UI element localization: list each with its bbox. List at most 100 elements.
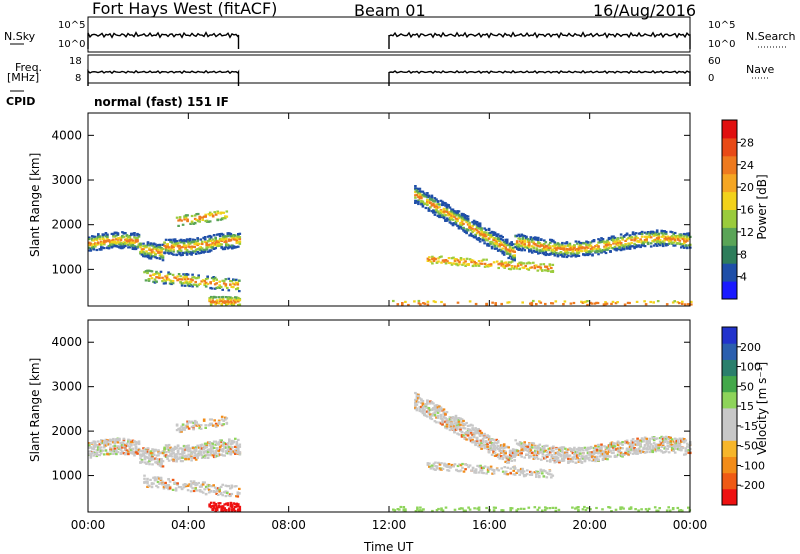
power-echo [540, 238, 543, 241]
velocity-echo [237, 503, 240, 506]
power-echo [506, 263, 509, 266]
velocity-echo [170, 458, 174, 461]
velocity-echo [440, 468, 443, 471]
velocity-echo [237, 438, 240, 441]
velocity-echo [435, 409, 438, 413]
power-echo [215, 243, 219, 247]
power-echo [420, 194, 423, 197]
power-echo [226, 299, 230, 302]
velocity-echo [137, 448, 141, 452]
power-echo [133, 241, 136, 244]
power-echo [640, 232, 644, 236]
velocity-echo [529, 447, 533, 450]
power-echo [671, 301, 675, 304]
power-ytick-label: 2000 [51, 218, 82, 232]
power-echo [421, 190, 425, 193]
power-echo [433, 204, 437, 207]
velocity-echo [166, 447, 169, 450]
power-echo [680, 235, 683, 238]
velocity-echo [606, 458, 609, 461]
power-echo [439, 212, 443, 215]
power-echo [235, 288, 238, 291]
velocity-echo [502, 450, 506, 453]
velocity-echo [167, 450, 171, 454]
velocity-echo [167, 484, 170, 487]
power-echo [414, 199, 417, 202]
power-echo [549, 241, 552, 244]
power-echo [468, 221, 471, 225]
velocity-echo [415, 398, 419, 401]
velocity-echo [226, 448, 230, 451]
power-echo [614, 302, 618, 305]
power-echo [590, 302, 594, 305]
power-echo [532, 261, 535, 264]
power-echo [238, 236, 242, 239]
power-echo [511, 254, 515, 257]
velocity-echo [627, 453, 630, 456]
velocity-echo [92, 454, 96, 457]
velocity-echo [171, 478, 175, 481]
velocity-echo [436, 406, 440, 409]
velocity-echo [444, 426, 447, 429]
power-echo [612, 238, 615, 242]
velocity-echo [501, 456, 504, 459]
velocity-echo [484, 440, 488, 443]
velocity-echo [192, 482, 196, 485]
power-echo [666, 237, 669, 240]
power-echo [687, 234, 691, 237]
velocity-echo [186, 484, 190, 487]
velocity-echo [193, 454, 196, 457]
velocity-echo [225, 446, 228, 449]
velocity-echo [501, 449, 504, 452]
power-echo [420, 197, 423, 200]
power-echo [97, 243, 100, 246]
velocity-echo [619, 454, 623, 458]
velocity-echo [97, 444, 100, 447]
power-echo [217, 233, 220, 236]
velocity-echo [143, 481, 146, 484]
power-echo [508, 246, 512, 249]
power-echo [601, 238, 605, 241]
velocity-echo [534, 449, 537, 452]
power-echo [521, 234, 525, 237]
velocity-echo [475, 428, 479, 431]
velocity-echo [633, 449, 636, 452]
cpid-label: CPID [6, 95, 36, 108]
velocity-echo [179, 460, 183, 463]
velocity-echo [652, 437, 656, 440]
velocity-echo [531, 451, 534, 454]
velocity-echo [92, 448, 96, 451]
power-echo [133, 247, 136, 251]
velocity-echo [577, 446, 581, 449]
velocity-echo [235, 503, 239, 506]
power-echo [197, 276, 200, 279]
power-echo [487, 228, 491, 232]
velocity-echo [181, 452, 184, 455]
velocity-echo [639, 451, 642, 454]
power-echo [160, 249, 163, 252]
velocity-echo [217, 504, 220, 507]
velocity-echo [652, 446, 656, 450]
velocity-echo [501, 446, 504, 449]
power-echo [619, 243, 623, 247]
velocity-echo [474, 471, 478, 474]
power-echo [420, 203, 423, 206]
power-echo [216, 212, 219, 215]
power-echo [621, 248, 624, 251]
power-echo [179, 246, 183, 249]
velocity-echo [471, 433, 474, 437]
power-echo [155, 257, 159, 260]
velocity-echo [637, 447, 641, 450]
power-echo [579, 243, 582, 247]
velocity-echo [490, 453, 494, 456]
power-echo [598, 240, 602, 243]
power-echo [499, 243, 503, 247]
power-echo [487, 233, 491, 237]
velocity-echo [600, 447, 603, 450]
velocity-echo [493, 451, 497, 454]
velocity-echo [175, 458, 178, 461]
power-echo [683, 246, 686, 249]
power-echo [655, 234, 659, 237]
power-echo [673, 236, 677, 239]
velocity-echo [684, 447, 688, 450]
